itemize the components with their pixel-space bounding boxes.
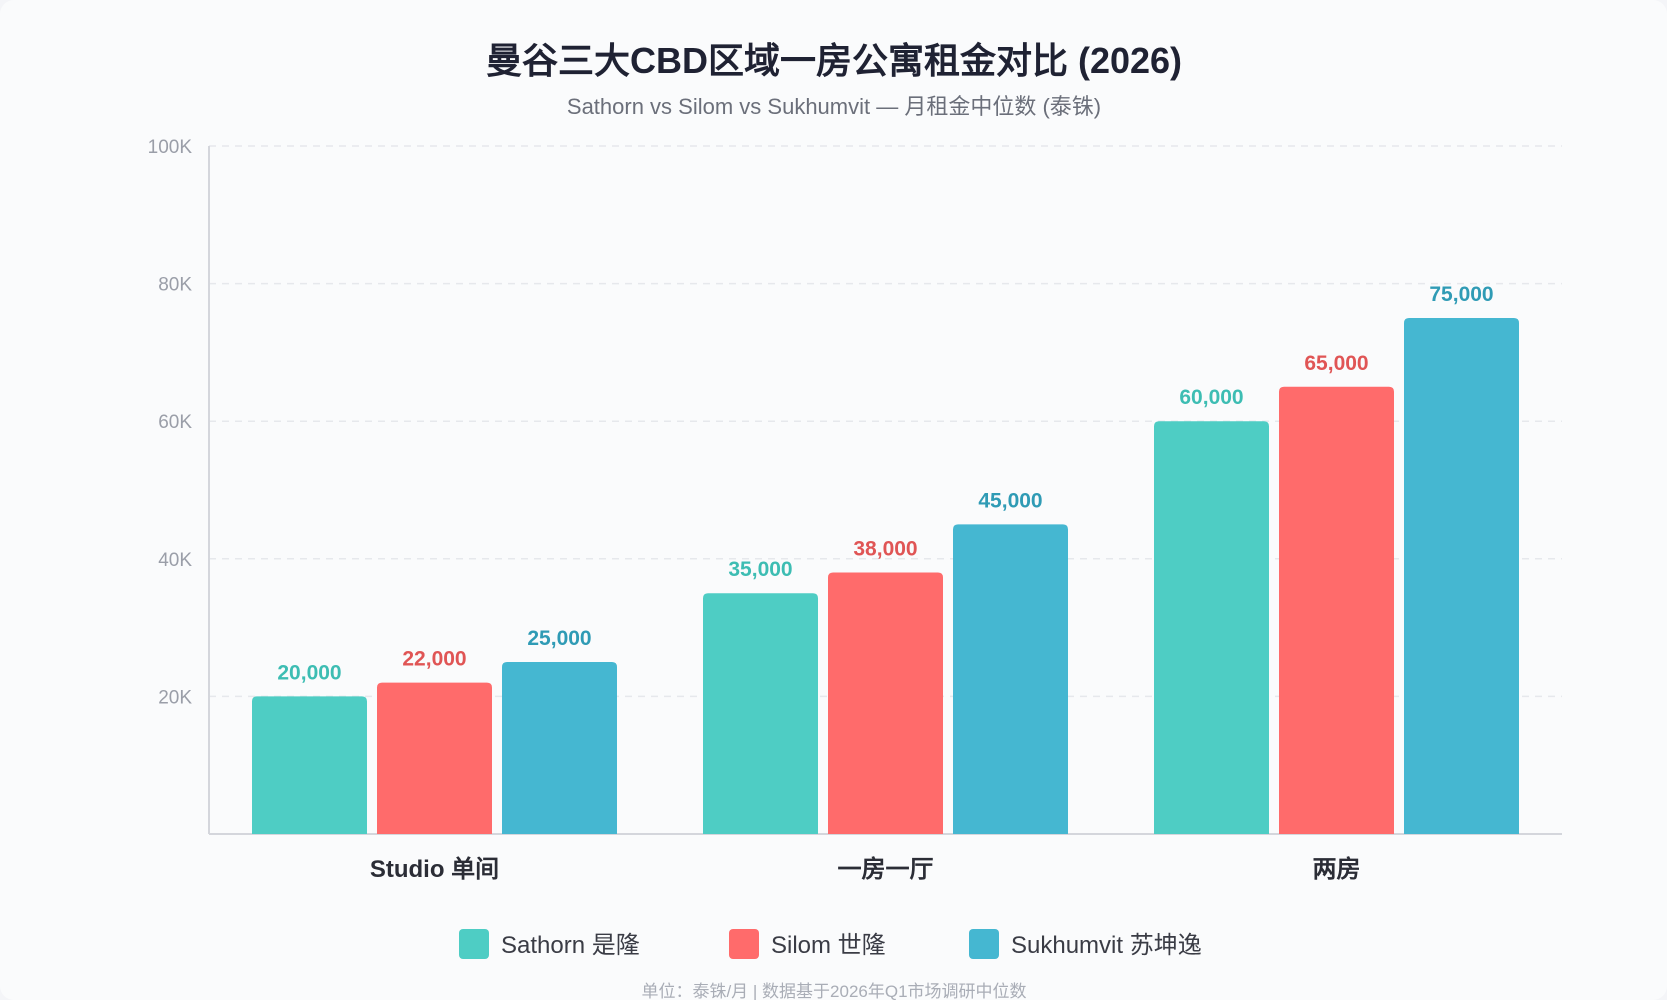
y-tick-label: 20K <box>158 687 192 708</box>
data-label: 22,000 <box>402 648 466 671</box>
x-category-label: Studio 单间 <box>370 856 499 883</box>
legend-label: Sukhumvit 苏坤逸 <box>1011 932 1202 959</box>
data-label: 75,000 <box>1429 283 1493 306</box>
bar <box>502 662 617 834</box>
legend-label: Silom 世隆 <box>771 932 886 959</box>
footnote: 单位：泰铢/月 | 数据基于2026年Q1市场调研中位数 <box>641 982 1026 1000</box>
bar <box>252 696 367 834</box>
y-tick-label: 60K <box>158 412 192 433</box>
data-label: 35,000 <box>728 558 792 581</box>
data-label: 20,000 <box>277 661 341 684</box>
y-tick-label: 100K <box>148 137 193 158</box>
data-label: 38,000 <box>853 538 917 561</box>
bar <box>828 572 943 834</box>
legend-label: Sathorn 是隆 <box>501 932 640 959</box>
bar <box>1404 318 1519 834</box>
x-category-label: 两房 <box>1313 855 1361 883</box>
legend-swatch <box>969 929 999 959</box>
y-tick-label: 40K <box>158 550 192 571</box>
bar <box>377 682 492 834</box>
data-label: 25,000 <box>527 627 591 650</box>
y-tick-label: 80K <box>158 275 192 296</box>
x-axis-categories: Studio 单间 一房一厅 两房 <box>370 855 1361 883</box>
data-label: 45,000 <box>978 489 1042 512</box>
bar <box>703 593 818 834</box>
bar <box>1279 386 1394 834</box>
data-labels: 20,000 22,000 25,000 35,000 38,000 45,000 60,0… <box>277 283 1493 684</box>
chart-title: 曼谷三大CBD区域一房公寓租金对比 (2026) <box>486 40 1182 81</box>
data-label: 60,000 <box>1179 386 1243 409</box>
x-category-label: 一房一厅 <box>838 855 934 883</box>
chart-subtitle: Sathorn vs Silom vs Sukhumvit — 月租金中位数 (… <box>567 94 1101 119</box>
legend: Sathorn 是隆 Silom 世隆 Sukhumvit 苏坤逸 <box>459 929 1202 959</box>
data-label: 65,000 <box>1304 352 1368 375</box>
y-axis-ticks: 20K 40K 60K 80K 100K <box>148 137 193 708</box>
bar <box>1154 421 1269 834</box>
bar <box>953 524 1068 834</box>
legend-swatch <box>729 929 759 959</box>
legend-swatch <box>459 929 489 959</box>
bars <box>252 318 1519 834</box>
